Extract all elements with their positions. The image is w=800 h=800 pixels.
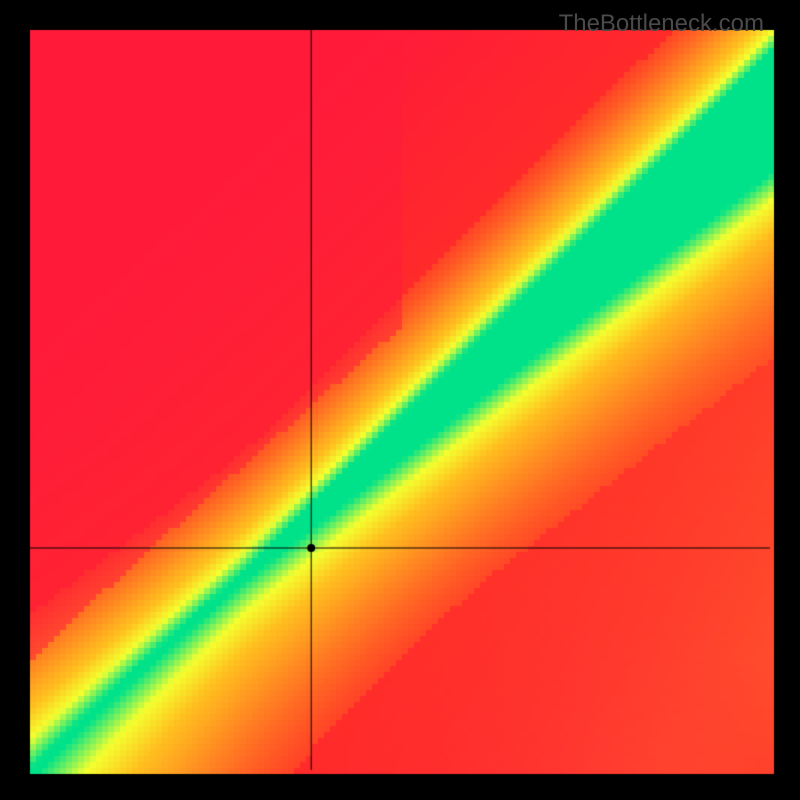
heatmap-canvas bbox=[0, 0, 800, 800]
chart-container: TheBottleneck.com bbox=[0, 0, 800, 800]
